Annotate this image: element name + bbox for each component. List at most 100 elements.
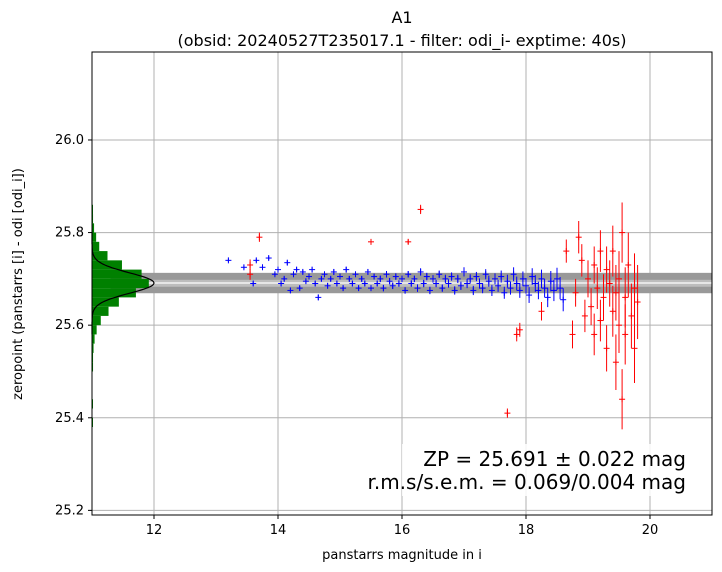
used-star-point bbox=[541, 278, 548, 298]
used-star-point bbox=[492, 273, 498, 285]
y-tick-label: 25.8 bbox=[55, 226, 84, 241]
rejected-star-point bbox=[612, 334, 619, 390]
rejected-star-point bbox=[594, 267, 601, 309]
x-tick-label: 16 bbox=[394, 523, 411, 538]
rejected-star-point bbox=[247, 268, 254, 280]
used-star-point bbox=[516, 283, 523, 298]
used-star-point bbox=[479, 283, 486, 294]
used-star-point bbox=[395, 280, 402, 287]
used-star-point bbox=[526, 287, 533, 303]
histogram-bar bbox=[92, 297, 119, 307]
histogram-bar bbox=[92, 269, 142, 279]
used-star-point bbox=[532, 275, 539, 292]
histogram-bar bbox=[92, 306, 109, 316]
used-star-point bbox=[461, 267, 467, 277]
used-star-point bbox=[510, 267, 517, 282]
rejected-star-point bbox=[597, 299, 604, 342]
y-tick-label: 26.0 bbox=[55, 133, 84, 148]
used-star-point bbox=[414, 284, 421, 292]
rejected-star-point bbox=[585, 260, 591, 298]
histogram-bar bbox=[92, 288, 136, 298]
histogram-bar bbox=[92, 362, 94, 372]
rejected-star-point bbox=[417, 204, 424, 215]
used-star-point bbox=[467, 274, 474, 284]
annotation-background bbox=[402, 444, 698, 496]
used-star-point bbox=[250, 280, 257, 287]
histogram-bar bbox=[92, 251, 108, 261]
y-tick-label: 25.2 bbox=[55, 503, 84, 518]
rms-annotation: r.m.s/s.e.m. = 0.069/0.004 mag bbox=[367, 470, 686, 494]
used-star-point bbox=[547, 270, 554, 292]
used-star-point bbox=[529, 268, 536, 285]
used-star-point bbox=[457, 281, 464, 290]
used-star-point bbox=[324, 282, 331, 289]
used-star-point bbox=[554, 267, 560, 290]
rejected-star-point bbox=[591, 313, 598, 356]
used-star-point bbox=[361, 280, 368, 287]
histogram-bar bbox=[92, 334, 95, 344]
histogram-bar bbox=[92, 232, 97, 242]
used-star-point bbox=[464, 278, 471, 289]
used-star-point bbox=[386, 277, 393, 285]
rejected-star-point bbox=[625, 232, 632, 298]
used-star-point bbox=[392, 273, 399, 280]
used-star-point bbox=[330, 268, 337, 275]
used-star-point bbox=[513, 276, 520, 291]
rejected-star-point bbox=[597, 230, 604, 272]
used-star-point bbox=[442, 274, 449, 284]
y-axis-label: zeropoint (panstarrs [i] - odi [odi_i]) bbox=[11, 168, 26, 400]
used-star-point bbox=[358, 275, 365, 282]
rejected-star-point bbox=[575, 220, 582, 254]
used-star-point bbox=[315, 294, 322, 301]
x-axis-label: panstarrs magnitude in i bbox=[322, 548, 482, 563]
used-star-point bbox=[420, 279, 427, 288]
used-star-point bbox=[225, 257, 232, 264]
rejected-star-point bbox=[569, 320, 576, 349]
used-star-point bbox=[470, 285, 477, 296]
used-star-point bbox=[557, 277, 564, 300]
used-star-point bbox=[411, 275, 418, 283]
used-star-point bbox=[312, 280, 319, 287]
rejected-star-point bbox=[538, 302, 545, 321]
rejected-star-point bbox=[619, 202, 626, 263]
used-star-point bbox=[408, 280, 415, 287]
chart-subtitle: (obsid: 20240527T235017.1 - filter: odi_… bbox=[178, 31, 627, 51]
used-star-point bbox=[436, 270, 443, 278]
used-star-point bbox=[284, 259, 291, 266]
used-star-point bbox=[346, 275, 353, 282]
histogram-bar bbox=[92, 278, 149, 289]
used-star-point bbox=[306, 273, 312, 280]
used-star-point bbox=[318, 275, 325, 282]
used-star-point bbox=[321, 271, 328, 278]
used-star-point bbox=[377, 275, 384, 283]
data-points bbox=[225, 202, 641, 430]
rejected-star-point bbox=[588, 288, 595, 326]
used-star-point bbox=[374, 280, 381, 287]
used-star-point bbox=[485, 275, 492, 287]
used-star-point bbox=[340, 285, 347, 292]
used-star-point bbox=[290, 271, 297, 278]
used-star-point bbox=[383, 270, 390, 278]
rejected-star-point bbox=[405, 238, 412, 245]
used-star-point bbox=[299, 268, 306, 275]
x-tick-label: 20 bbox=[642, 523, 659, 538]
rejected-star-point bbox=[609, 285, 616, 337]
used-star-point bbox=[389, 282, 396, 290]
used-star-point bbox=[380, 284, 387, 292]
used-star-point bbox=[498, 270, 505, 283]
used-star-point bbox=[281, 275, 288, 282]
used-star-point bbox=[454, 274, 461, 284]
used-star-point bbox=[501, 286, 508, 299]
used-star-point bbox=[439, 284, 446, 292]
rejected-star-point bbox=[591, 246, 598, 284]
y-tick-label: 25.6 bbox=[55, 318, 84, 333]
used-star-point bbox=[293, 266, 300, 273]
used-star-point bbox=[560, 288, 567, 312]
used-star-point bbox=[550, 279, 557, 302]
histogram-bar bbox=[92, 214, 94, 224]
used-star-point bbox=[364, 268, 371, 275]
histogram-bar bbox=[92, 343, 94, 353]
used-star-point bbox=[275, 266, 281, 273]
used-star-point bbox=[368, 285, 374, 292]
